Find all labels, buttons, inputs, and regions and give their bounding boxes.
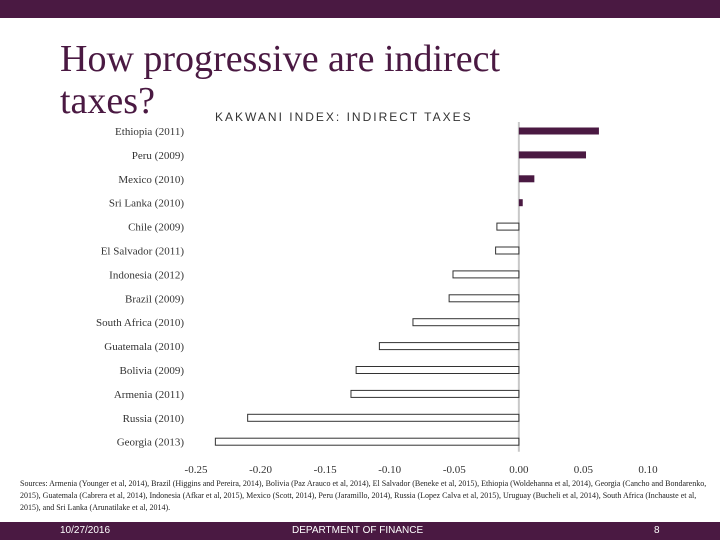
category-label: Bolivia (2009) [120,365,185,377]
x-tick-label: -0.15 [314,464,337,476]
category-label: Guatemala (2010) [104,341,184,353]
footer-bar: 10/27/2016 DEPARTMENT OF FINANCE 8 [0,522,720,540]
bar [214,437,520,446]
sources-note: Sources: Armenia (Younger et al, 2014), … [20,479,707,512]
x-tick-label: 0.00 [509,464,529,476]
bar [247,413,520,422]
bar [518,175,535,183]
category-label: Sri Lanka (2010) [109,198,184,210]
chart-title: KAKWANI INDEX: INDIRECT TAXES [215,110,473,124]
page-number: 8 [654,525,660,536]
category-label: Mexico (2010) [118,174,184,186]
category-label: Indonesia (2012) [109,269,184,281]
bar [448,294,520,303]
bar [518,199,523,207]
category-label: South Africa (2010) [96,317,184,329]
x-tick-label: -0.20 [249,464,272,476]
x-tick-label: 0.10 [638,464,658,476]
bar [518,151,587,159]
category-label: Georgia (2013) [117,437,185,449]
bar [350,389,520,398]
category-label: Brazil (2009) [125,293,184,305]
bar [518,127,599,135]
footer-department: DEPARTMENT OF FINANCE [292,525,424,536]
x-tick-label: -0.25 [185,464,208,476]
category-label: Ethiopia (2011) [115,126,184,138]
category-label: Peru (2009) [132,150,185,162]
category-label: Armenia (2011) [114,389,184,401]
kakwani-bar-chart: Ethiopia (2011) Peru (2009) Mexico (2010) S… [96,122,658,476]
bar [495,246,520,255]
category-label: Russia (2010) [123,413,185,425]
top-accent-bar [0,0,720,18]
x-tick-label: 0.05 [574,464,594,476]
category-label: El Salvador (2011) [101,246,185,258]
bar [378,342,520,351]
bar [452,270,520,279]
slide-title: How progressive are indirect taxes? [60,38,501,122]
bar [355,366,520,374]
footer-date: 10/27/2016 [60,525,111,536]
bar [496,222,520,231]
x-tick-label: -0.10 [378,464,401,476]
x-tick-label: -0.05 [443,464,466,476]
category-label: Chile (2009) [128,222,184,234]
bar [412,318,520,327]
